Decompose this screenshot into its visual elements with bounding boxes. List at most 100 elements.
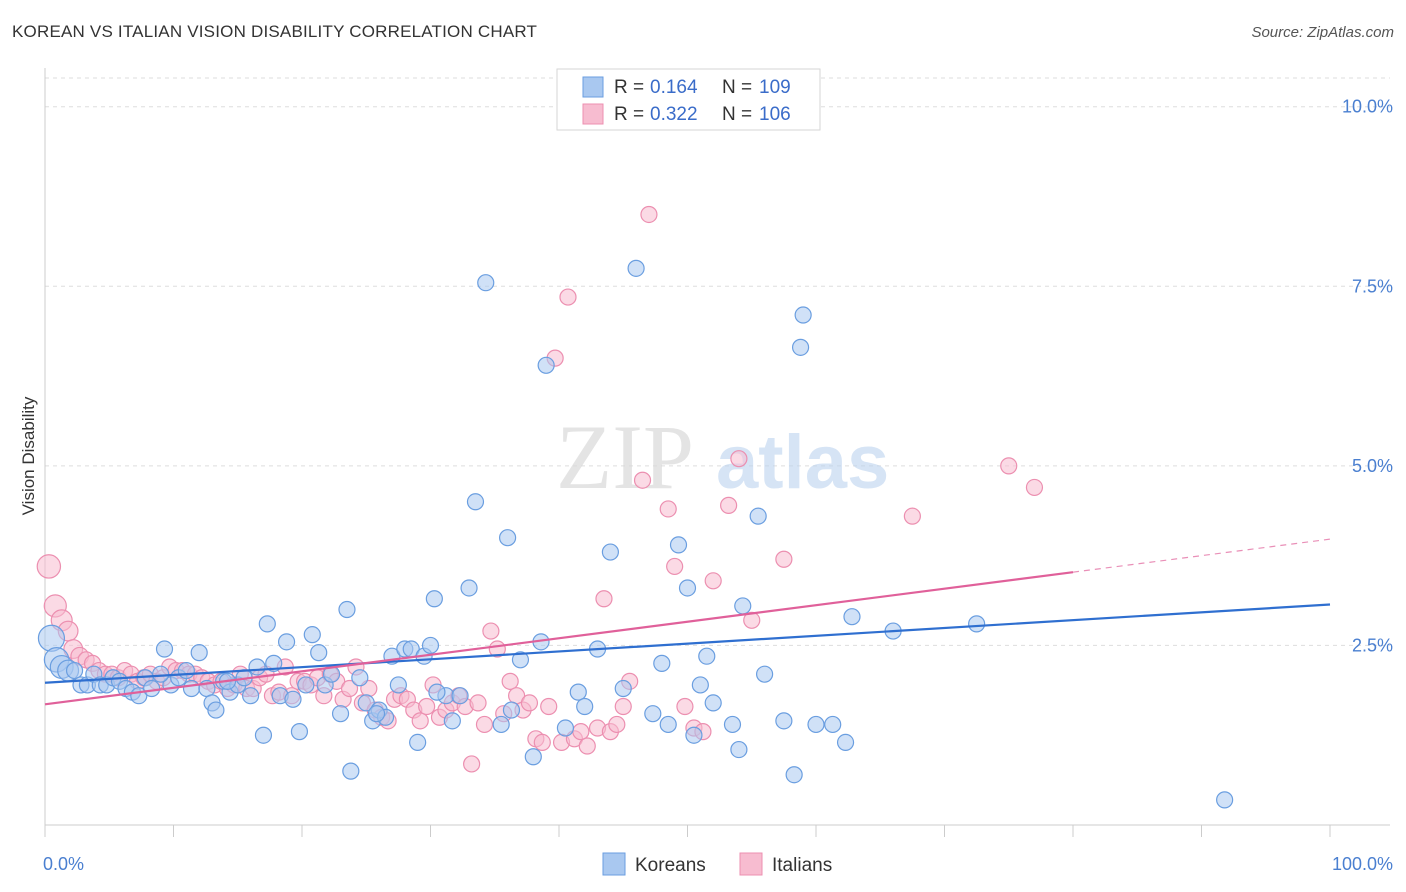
korean-point	[843, 608, 861, 626]
korean-point	[451, 687, 469, 705]
y-tick-label: 10.0%	[1342, 97, 1393, 117]
italian-point	[520, 694, 539, 712]
korean-point	[601, 543, 620, 561]
korean-point	[428, 683, 446, 701]
bottom-legend-swatch-koreans	[602, 852, 626, 876]
bottom-legend-italians: Italians	[772, 855, 832, 876]
italian-point	[411, 712, 429, 730]
italian-point	[633, 471, 652, 489]
korean-point	[755, 665, 774, 683]
korean-point	[794, 306, 812, 324]
korean-point	[685, 726, 703, 744]
italian-point	[418, 697, 436, 716]
watermark: ZIP atlas	[556, 406, 889, 508]
korean-point	[290, 723, 309, 741]
y-tick-label: 5.0%	[1352, 456, 1393, 476]
legend-swatch-koreans	[582, 76, 604, 98]
x-tick-labels: 0.0% 100.0%	[43, 854, 1393, 874]
italian-point	[475, 715, 494, 734]
korean-point	[190, 644, 208, 662]
bottom-legend-swatch-italians	[739, 852, 763, 876]
italian-point	[666, 557, 684, 576]
italian-trend-line	[44, 571, 1074, 706]
korean-point	[284, 690, 302, 708]
legend-r-label-italians: R =	[614, 104, 644, 125]
italian-point	[469, 694, 487, 712]
korean-point	[511, 651, 530, 669]
italian-point	[614, 697, 632, 716]
y-tick-labels: 2.5% 5.0% 7.5% 10.0%	[1342, 97, 1393, 656]
korean-point	[730, 740, 748, 759]
italian-point	[903, 507, 921, 525]
italian-point	[1000, 457, 1018, 475]
italian-point	[775, 550, 793, 568]
gridlines	[45, 77, 1390, 646]
bottom-legend-koreans: Koreans	[635, 855, 706, 876]
y-tick-label: 7.5%	[1352, 276, 1393, 296]
korean-point	[421, 636, 440, 655]
italian-point	[559, 288, 577, 306]
y-axis-label: Vision Disability	[19, 396, 38, 515]
legend-n-value-koreans: 109	[759, 77, 791, 98]
x-tick-label-max: 100.0%	[1332, 854, 1393, 874]
legend-n-label-koreans: N =	[722, 77, 752, 98]
italian-trend-line-extension	[1072, 538, 1331, 573]
korean-point	[824, 715, 842, 734]
korean-point	[310, 644, 328, 662]
korean-point	[678, 579, 697, 597]
korean-point	[338, 600, 356, 619]
korean-point	[425, 590, 443, 608]
korean-point	[242, 687, 260, 705]
korean-point	[342, 762, 360, 780]
legend-n-value-italians: 106	[759, 104, 791, 125]
korean-point	[331, 705, 350, 723]
korean-point	[182, 679, 201, 698]
korean-point	[1216, 791, 1234, 809]
korean-point	[576, 697, 594, 716]
korean-point	[704, 694, 722, 712]
korean-point	[248, 658, 266, 676]
italian-point	[743, 611, 761, 629]
italian-point	[578, 737, 596, 755]
korean-point	[297, 676, 315, 694]
legend-swatch-italians	[582, 103, 604, 125]
korean-point	[65, 661, 84, 680]
korean-trend-line	[44, 603, 1331, 684]
italian-point	[463, 755, 481, 773]
korean-point	[258, 615, 276, 633]
italian-point	[659, 500, 677, 518]
italian-point	[704, 572, 722, 590]
korean-point	[499, 529, 517, 547]
korean-point	[303, 626, 321, 644]
axes	[44, 68, 1390, 837]
korean-point	[569, 683, 587, 701]
korean-point	[492, 715, 510, 734]
italian-point	[640, 205, 658, 224]
correlation-legend: R = 0.164 N = 109 R = 0.322 N = 106	[556, 68, 821, 131]
korean-point	[265, 654, 283, 672]
korean-point	[254, 726, 273, 744]
korean-point	[177, 661, 195, 680]
korean-point	[749, 507, 767, 525]
korean-point	[357, 694, 375, 712]
korean-point	[691, 676, 709, 694]
korean-point	[785, 766, 803, 784]
y-tick-label: 2.5%	[1352, 635, 1393, 655]
chart-title: KOREAN VS ITALIAN VISION DISABILITY CORR…	[12, 22, 538, 41]
italian-point	[720, 496, 738, 514]
korean-point	[627, 259, 645, 277]
korean-point	[775, 712, 793, 730]
korean-point	[207, 701, 225, 719]
korean-points	[37, 259, 1234, 809]
korean-point	[537, 356, 555, 374]
korean-point	[443, 712, 461, 730]
legend-r-value-italians: 0.322	[650, 104, 698, 125]
source-credit: Source: ZipAtlas.com	[1251, 24, 1394, 41]
legend-r-value-koreans: 0.164	[650, 77, 698, 98]
watermark-zip: ZIP	[556, 406, 694, 508]
korean-point	[477, 274, 495, 292]
korean-point	[409, 733, 427, 751]
korean-point	[143, 679, 161, 698]
italian-point	[533, 733, 551, 751]
